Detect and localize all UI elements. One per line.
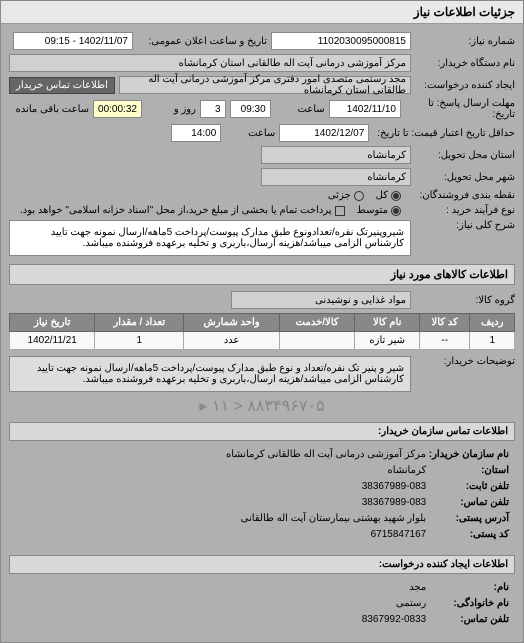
city-label: شهر محل تحویل: [415,172,515,183]
th-type: کالا/خدمت [279,314,355,332]
org-postcode: 6715847167 [371,529,427,540]
buyer-notes-box: شیر و پنیر تک نفره/تعداد و نوع طبق مدارک… [9,356,411,392]
th-date: تاریخ نیاز [10,314,95,332]
td-name: شیر تازه [355,332,420,350]
td-unit: عدد [184,332,280,350]
creator-header: اطلاعات ایجاد کننده درخواست: [9,555,515,574]
deadline-label: مهلت ارسال پاسخ: تا تاریخ: [405,98,515,120]
window-title: جزئیات اطلاعات نیاز [1,1,523,24]
td-row: 1 [470,332,515,350]
org-info: نام سازمان خریدار: مرکز آموزشی درمانی آی… [9,441,515,549]
org-name-label: نام سازمان خریدار: [429,447,509,463]
buyer-org-field: مرکز آموزشی درمانی آیت اله طالقانی استان… [9,54,411,72]
td-date: 1402/11/21 [10,332,95,350]
countdown-field: 00:00:32 [93,100,142,118]
window-content: شماره نیاز: 1102030095000815 تاریخ و ساع… [1,24,523,642]
payment-type-label: نوع فرآیند خرید : [405,205,515,216]
goods-table: ردیف کد کالا نام کالا کالا/خدمت واحد شما… [9,313,515,350]
payment-checkbox[interactable]: پرداخت تمام یا بخشی از مبلغ خرید،از محل … [20,205,345,216]
time-label-1: ساعت [275,104,325,115]
td-qty: 1 [95,332,184,350]
buyer-org-label: نام دستگاه خریدار: [415,58,515,69]
org-state: کرمانشاه [388,465,427,476]
package-all-label: کل [376,190,388,201]
creator-phone: 8367992-0833 [362,614,427,625]
deadline-time-field: 09:30 [230,100,271,118]
state-field: کرمانشاه [261,146,411,164]
goods-info-header: اطلاعات کالاهای مورد نیاز [9,264,515,285]
package-partial-label: جزئی [328,190,351,201]
org-fax: 38367989-083 [362,497,427,508]
th-qty: تعداد / مقدار [95,314,184,332]
pagination[interactable]: ۸۸۳۴۹۶۷۰۵ < ۱۱ ▸ [199,396,324,416]
org-address: بلوار شهید بهشتی بیمارستان آیت اله طالقا… [241,513,427,524]
table-header-row: ردیف کد کالا نام کالا کالا/خدمت واحد شما… [10,314,515,332]
announce-date-label: تاریخ و ساعت اعلان عمومی: [137,36,267,47]
creator-firstname-label: نام خانوادگی: [429,596,509,612]
creator-firstname: رستمی [396,598,426,609]
request-number-field: 1102030095000815 [271,32,411,50]
time-label-2: ساعت [225,128,275,139]
goods-group-field: مواد غذایی و نوشیدنی [231,291,411,309]
validity-date-field: 1402/12/07 [279,124,369,142]
creator-lastname-label: نام: [429,580,509,596]
table-row[interactable]: 1 -- شیر تازه عدد 1 1402/11/21 [10,332,515,350]
validity-time-field: 14:00 [171,124,221,142]
th-code: کد کالا [419,314,469,332]
contact-buyer-button[interactable]: اطلاعات تماس خریدار [9,77,115,94]
package-label: نقطه بندی فروشندگان: [405,190,515,201]
radio-icon [354,191,364,201]
goods-group-label: گروه کالا: [415,295,515,306]
payment-normal-label: متوسط [357,205,388,216]
deadline-date-field: 1402/11/10 [329,100,401,118]
th-row: ردیف [470,314,515,332]
org-postcode-label: کد پستی: [429,527,509,543]
org-state-label: استان: [429,463,509,479]
checkbox-icon [335,206,345,216]
td-type [279,332,355,350]
payment-text: پرداخت تمام یا بخشی از مبلغ خرید،از محل … [20,205,332,216]
creator-lastname: مجد [409,582,426,593]
td-code: -- [419,332,469,350]
state-label: استان محل تحویل: [415,150,515,161]
payment-normal-radio[interactable]: متوسط [357,205,401,216]
general-desc-box: شیروپنیرتک نفره/تعدادونوع طبق مدارک پیوس… [9,220,411,256]
package-radio-group: کل جزئی [328,190,401,201]
radio-icon [391,191,401,201]
th-unit: واحد شمارش [184,314,280,332]
buyer-notes-label: توضیحات خریدار: [415,356,515,367]
remaining-label: ساعت باقی مانده [9,104,89,115]
org-phone-label: تلفن ثابت: [429,479,509,495]
org-phone: 38367989-083 [362,481,427,492]
request-number-label: شماره نیاز: [415,36,515,47]
th-name: نام کالا [355,314,420,332]
org-fax-label: تلفن تماس: [429,495,509,511]
details-window: جزئیات اطلاعات نیاز شماره نیاز: 11020300… [0,0,524,643]
radio-icon [391,206,401,216]
requester-label: ایجاد کننده درخواست: [415,80,515,91]
payment-radio-group: متوسط پرداخت تمام یا بخشی از مبلغ خرید،ا… [20,205,401,216]
requester-field: مجد رستمی متصدی امور دفتری مرکز آموزشی د… [119,76,411,94]
org-address-label: آدرس پستی: [429,511,509,527]
general-desc-label: شرح کلی نیاز: [415,220,515,231]
creator-info: نام: مجد نام خانوادگی: رستمی تلفن تماس: … [9,574,515,634]
org-name: مرکز آموزشی درمانی آیت اله طالقانی کرمان… [226,449,426,460]
contact-org-header: اطلاعات تماس سازمان خریدار: [9,422,515,441]
days-field: 3 [200,100,226,118]
creator-phone-label: تلفن تماس: [429,612,509,628]
package-all-radio[interactable]: کل [376,190,401,201]
days-label: روز و [146,104,196,115]
announce-date-field: 1402/11/07 - 09:15 [13,32,133,50]
package-partial-radio[interactable]: جزئی [328,190,364,201]
validity-label: حداقل تاریخ اعتبار قیمت: تا تاریخ: [373,128,515,139]
city-field: کرمانشاه [261,168,411,186]
